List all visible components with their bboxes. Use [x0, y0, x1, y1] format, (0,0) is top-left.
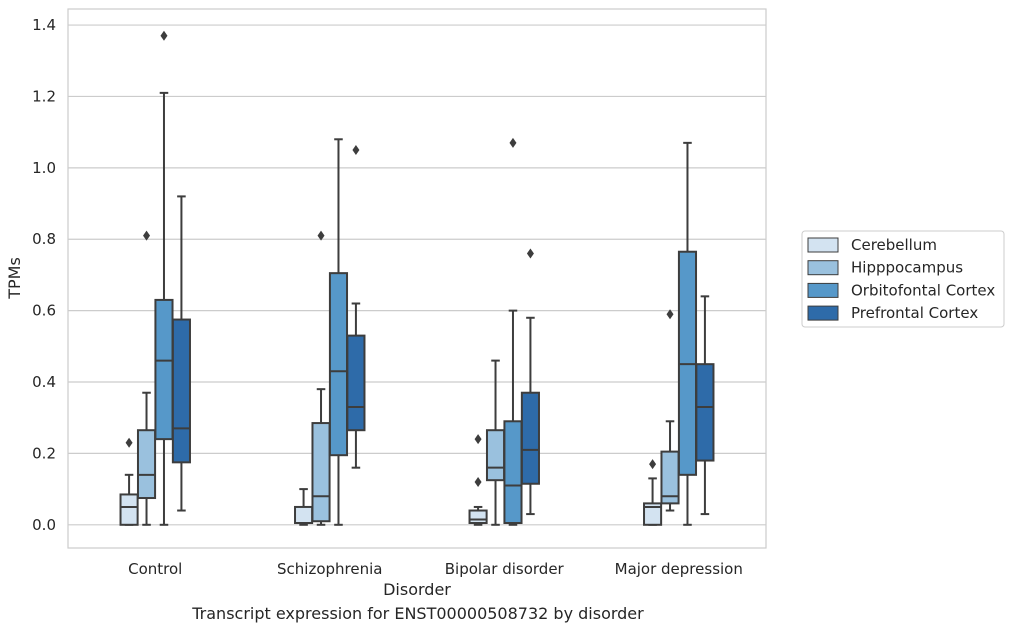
box-group — [695, 295, 715, 516]
outlier-point — [125, 437, 133, 448]
y-tick-label: 0.0 — [32, 516, 56, 534]
box-group — [171, 195, 191, 512]
plot-boxes — [119, 30, 715, 526]
y-tick-label: 0.4 — [32, 373, 56, 391]
legend: Cerebellum Hipppocampus Orbitofontal Corte… — [801, 230, 1005, 328]
y-tick-label: 0.2 — [32, 444, 56, 462]
box — [695, 363, 715, 462]
box — [643, 502, 663, 526]
legend-swatch — [807, 282, 839, 298]
outlier-point — [474, 476, 482, 487]
outlier-point — [666, 309, 674, 320]
box-group — [294, 488, 314, 526]
x-tick-label: Bipolar disorder — [445, 560, 565, 578]
x-tick-label: Schizophrenia — [277, 560, 382, 578]
legend-label: Prefrontal Cortex — [851, 304, 978, 322]
y-tick-label: 1.4 — [32, 16, 56, 34]
y-tick-label: 1.2 — [32, 87, 56, 105]
outlier-point — [649, 459, 657, 470]
y-axis-label: TPMs — [5, 257, 24, 300]
y-tick-label: 1.0 — [32, 159, 56, 177]
y-axis-ticks: 0.0 0.2 0.4 0.6 0.8 1.0 1.2 1.4 — [32, 16, 56, 534]
box-group — [311, 230, 331, 526]
box-group — [660, 309, 680, 512]
outlier-point — [509, 137, 517, 148]
box-group — [154, 30, 174, 526]
box-group — [485, 359, 506, 526]
legend-swatch — [807, 305, 839, 321]
x-tick-label: Major depression — [615, 560, 743, 578]
box — [311, 422, 331, 523]
box — [119, 493, 139, 526]
outlier-point — [474, 434, 482, 445]
plot-frame — [67, 8, 767, 549]
box — [136, 429, 157, 500]
x-axis-ticks: Control Schizophrenia Bipolar disorder Majo… — [128, 560, 743, 578]
legend-swatch — [807, 237, 839, 253]
box-group — [643, 459, 663, 526]
box-group — [520, 248, 540, 516]
legend-swatch — [807, 260, 839, 276]
outlier-point — [143, 230, 151, 241]
y-tick-label: 0.6 — [32, 302, 56, 320]
box — [171, 318, 191, 464]
outlier-point — [352, 144, 360, 155]
box — [294, 505, 314, 525]
box-group — [119, 437, 139, 526]
figure-caption: Transcript expression for ENST0000050873… — [192, 604, 644, 623]
box — [520, 391, 540, 485]
box — [503, 420, 523, 525]
box-group — [136, 230, 157, 526]
box — [154, 298, 174, 441]
box — [468, 509, 488, 525]
box-group — [503, 137, 523, 526]
outlier-point — [526, 248, 534, 259]
y-tick-label: 0.8 — [32, 230, 56, 248]
box — [328, 272, 349, 457]
box-group — [677, 141, 698, 526]
legend-label: Cerebellum — [851, 236, 937, 254]
box-group — [328, 138, 349, 526]
outlier-point — [317, 230, 325, 241]
box — [660, 450, 680, 505]
legend-frame — [801, 230, 1005, 328]
box — [346, 334, 366, 432]
legend-label: Orbitofontal Cortex — [851, 281, 995, 299]
box — [485, 429, 506, 482]
x-axis-label: Disorder — [383, 580, 451, 599]
x-tick-label: Control — [128, 560, 182, 578]
box-group — [468, 434, 488, 526]
box-group — [346, 144, 366, 469]
legend-label: Hipppocampus — [851, 259, 963, 277]
outlier-point — [160, 30, 168, 41]
